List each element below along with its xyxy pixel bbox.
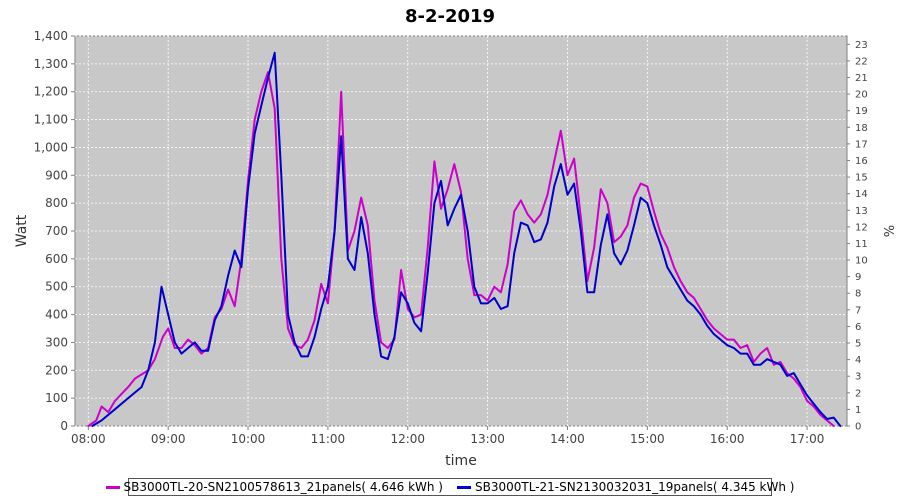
y2-tick-label: 0 [855,422,861,433]
x-tick-label: 13:00 [470,432,505,446]
y-axis-label: Watt [14,214,30,247]
line-chart: 8-2-2019 01002003004005006007008009001,0… [14,6,895,469]
y2-tick-label: 9 [855,272,861,283]
y2-tick-label: 16 [855,156,868,167]
x-axis-label: time [445,453,477,469]
y2-tick-label: 2 [855,388,861,399]
legend-label-series-2: SB3000TL-21-SN2130032031_19panels( 4.345… [475,480,795,494]
chart-title: 8-2-2019 [405,6,495,27]
y2-tick-label: 17 [855,139,868,150]
y2-tick-label: 19 [855,106,868,117]
legend-swatch-series-2 [457,485,471,489]
y2-tick-label: 15 [855,173,868,184]
legend-item-series-1: SB3000TL-20-SN2100578613_21panels( 4.646… [105,480,443,494]
y2-tick-label: 11 [855,239,868,250]
x-tick-label: 16:00 [710,432,745,446]
y-tick-label: 900 [45,168,68,182]
y-tick-label: 800 [45,196,68,210]
x-tick-label: 12:00 [390,432,425,446]
y2-tick-label: 3 [855,372,861,383]
y2-tick-label: 10 [855,256,868,267]
y-tick-label: 1,200 [34,85,68,99]
y2-tick-label: 1 [855,405,861,416]
y-tick-label: 700 [45,224,68,238]
y-tick-label: 200 [45,363,68,377]
legend-item-series-2: SB3000TL-21-SN2130032031_19panels( 4.345… [457,480,794,494]
y-tick-label: 100 [45,391,68,405]
y2-axis-label: % [880,225,895,237]
x-tick-label: 08:00 [71,432,106,446]
y-tick-label: 500 [45,280,68,294]
y2-tick-label: 12 [855,222,868,233]
y-tick-label: 0 [60,419,68,433]
y2-tick-label: 4 [855,355,861,366]
y2-tick-label: 23 [855,40,868,51]
series-lines [87,51,842,427]
y2-tick-label: 21 [855,73,868,84]
y2-tick-label: 7 [855,305,861,316]
y-tick-label: 1,400 [34,29,68,43]
x-tick-label: 11:00 [311,432,346,446]
y2-tick-label: 6 [855,322,861,333]
x-tick-label: 10:00 [231,432,266,446]
series-line-1 [87,71,835,427]
y2-tick-label: 13 [855,206,868,217]
y-axis-ticks: 0 100 200 300 400 500 600 700 800 900 1,000 1,100 1,… [34,29,75,433]
x-tick-label: 14:00 [550,432,585,446]
y2-tick-label: 8 [855,289,861,300]
legend-swatch-series-1 [105,485,120,489]
y-tick-label: 400 [45,308,68,322]
legend-label-series-1: SB3000TL-20-SN2100578613_21panels( 4.646… [123,480,443,494]
y2-tick-label: 14 [855,189,868,200]
chart-legend: SB3000TL-20-SN2100578613_21panels( 4.646… [105,478,794,496]
series-line-2 [91,51,842,427]
x-tick-label: 09:00 [151,432,186,446]
x-tick-label: 17:00 [790,432,825,446]
y2-tick-label: 20 [855,90,868,101]
y-tick-label: 300 [45,335,68,349]
x-tick-label: 15:00 [630,432,665,446]
x-axis-ticks: 08:00 09:00 10:00 11:00 12:00 13:00 14:00 15:00… [71,426,824,446]
y2-tick-label: 18 [855,123,868,134]
y-tick-label: 1,300 [34,57,68,71]
y-tick-label: 600 [45,252,68,266]
y2-tick-label: 22 [855,56,868,67]
y-tick-label: 1,000 [34,140,68,154]
y2-tick-label: 5 [855,339,861,350]
y-tick-label: 1,100 [34,113,68,127]
grid-lines [75,35,847,427]
